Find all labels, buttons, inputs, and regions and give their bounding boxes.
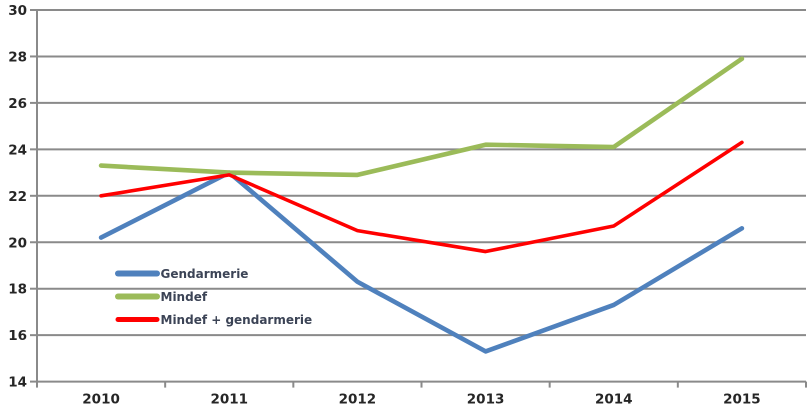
y-tick-label: 18 bbox=[8, 282, 27, 298]
series-line-mindef bbox=[98, 56, 745, 178]
x-tick-label: 2015 bbox=[723, 392, 761, 408]
legend-label-gendarmerie: Gendarmerie bbox=[161, 267, 249, 281]
x-tick-label: 2012 bbox=[339, 392, 377, 408]
y-tick-label: 20 bbox=[8, 235, 27, 251]
y-tick-label: 16 bbox=[8, 328, 27, 344]
series-line-gendarmerie bbox=[98, 170, 745, 354]
y-tick-label: 22 bbox=[8, 189, 27, 205]
y-tick-label: 30 bbox=[8, 3, 27, 19]
legend-label-mindef: Mindef bbox=[161, 290, 208, 304]
series-line-mindef-gendarmerie bbox=[99, 140, 744, 254]
y-tick-label: 14 bbox=[8, 375, 27, 391]
y-tick-label: 28 bbox=[8, 49, 27, 65]
legend-label-mindef-gendarmerie: Mindef + gendarmerie bbox=[161, 313, 313, 327]
x-tick-label: 2011 bbox=[210, 392, 248, 408]
y-tick-label: 24 bbox=[8, 142, 27, 158]
x-tick-label: 2014 bbox=[595, 392, 633, 408]
x-tick-label: 2013 bbox=[467, 392, 505, 408]
x-tick-label: 2010 bbox=[82, 392, 120, 408]
y-tick-label: 26 bbox=[8, 96, 27, 112]
